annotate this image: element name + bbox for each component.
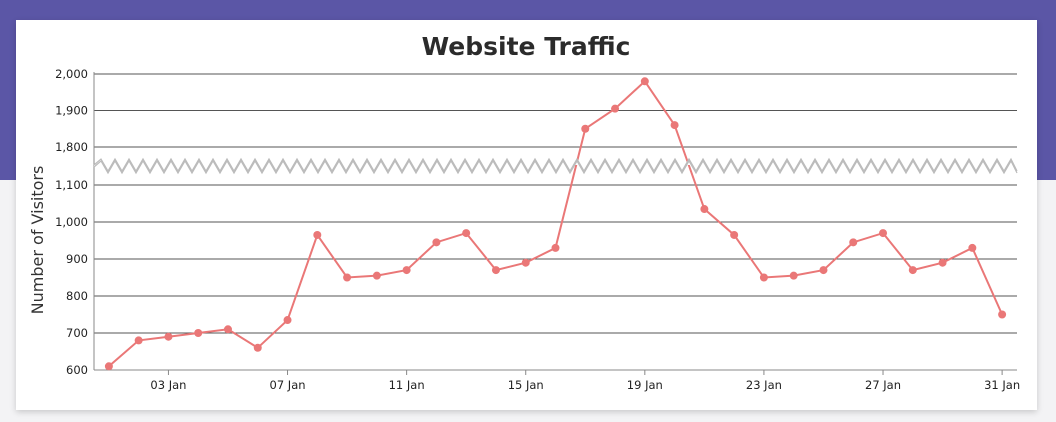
series-line [108,79,1004,368]
y-tick-label: 1,800 [55,140,88,154]
data-point [879,229,888,238]
x-tick-label: 31 Jan [984,378,1020,392]
y-tick-label: 900 [66,252,88,266]
data-point [491,266,500,275]
data-point [253,343,262,352]
chart-card: Website Traffic 600 700 800 900 1,000 1,100 1,… [16,20,1037,410]
x-tick-label: 15 Jan [508,378,544,392]
data-point [372,271,381,280]
data-point [343,273,352,282]
line-chart: Website Traffic 600 700 800 900 1,000 1,100 1,… [28,32,1020,392]
axis-break-zigzag [93,157,1018,173]
data-point [968,243,977,252]
data-point [640,77,649,86]
data-point [462,229,471,238]
y-tick-label: 1,000 [55,215,88,229]
data-point [908,266,917,275]
data-point [789,271,798,280]
data-point [700,205,709,214]
data-point [581,124,590,133]
data-point [432,238,441,247]
y-axis-title: Number of Visitors [28,166,47,315]
axis-break-zigzag [93,159,1018,175]
y-tick-label: 1,900 [55,104,88,118]
chart-title: Website Traffic [422,32,631,61]
data-point [134,336,143,345]
x-tick-label: 11 Jan [389,378,425,392]
data-point [104,362,113,371]
y-tick-label: 2,000 [55,67,88,81]
x-tick-label: 19 Jan [627,378,663,392]
data-point [402,266,411,275]
y-tick-label: 1,100 [55,178,88,192]
axis-break-band [94,161,1017,173]
data-point [283,316,292,325]
x-tick-label: 27 Jan [865,378,901,392]
data-point [164,332,173,341]
data-point [611,104,620,113]
y-tick-label: 800 [66,289,88,303]
y-tick-label: 700 [66,326,88,340]
data-point [194,329,203,337]
data-point [849,238,858,247]
x-tick-label: 07 Jan [270,378,306,392]
y-tick-label: 600 [66,363,88,377]
data-point [670,121,679,130]
x-tick-label: 03 Jan [150,378,186,392]
data-point [551,243,560,252]
data-point [998,310,1007,319]
data-point [819,266,828,275]
data-point [759,273,768,282]
data-point [223,325,232,334]
data-point [521,258,530,267]
data-point [730,230,739,239]
x-tick-label: 23 Jan [746,378,782,392]
data-point [313,230,322,239]
data-point [938,258,947,267]
